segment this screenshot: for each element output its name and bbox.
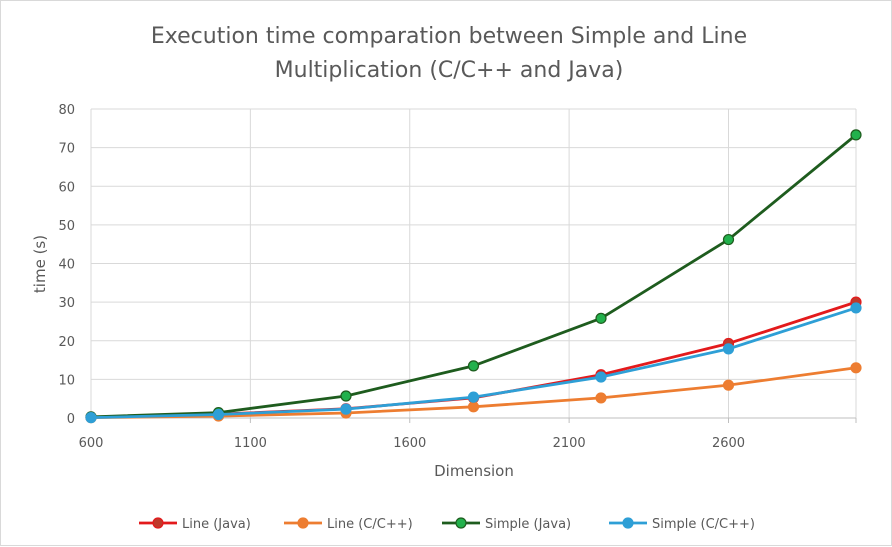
- data-point: [850, 362, 862, 374]
- x-tick-label: 600: [79, 436, 104, 451]
- legend: Line (Java) Line (C/C++) Simple (Java) Simp…: [139, 517, 755, 532]
- series-3: [85, 302, 862, 424]
- data-point: [722, 379, 735, 391]
- data-point: [467, 391, 480, 403]
- legend-label: Line (Java): [182, 517, 251, 532]
- x-tick-label: 2600: [712, 436, 745, 451]
- legend-marker: [622, 517, 634, 529]
- y-tick-label: 0: [67, 412, 75, 427]
- x-tick-label: 2100: [553, 436, 586, 451]
- tick-labels: 0 10 20 30 40 50 60 70 80 600 1100 1600 2100 2600: [58, 103, 745, 451]
- data-point: [722, 233, 735, 246]
- chart-title: Execution time comparation between Simpl…: [151, 24, 747, 83]
- x-tick-label: 1600: [393, 436, 426, 451]
- data-point: [85, 412, 97, 424]
- y-tick-label: 40: [58, 258, 75, 273]
- y-tick-label: 60: [58, 180, 75, 195]
- series-lines: [85, 129, 862, 424]
- chart-title-line-2: Multiplication (C/C++ and Java): [275, 58, 624, 83]
- axes: [90, 417, 857, 423]
- x-tick-label: 1100: [234, 436, 267, 451]
- data-point: [467, 360, 480, 372]
- data-point: [212, 408, 225, 421]
- data-point: [467, 401, 480, 413]
- y-axis-title: time (s): [31, 235, 49, 293]
- series-line: [90, 133, 857, 419]
- data-point: [595, 312, 607, 324]
- y-tick-label: 10: [58, 373, 75, 388]
- y-tick-label: 50: [58, 219, 75, 234]
- legend-item: Simple (C/C++): [609, 517, 755, 532]
- data-point: [340, 403, 352, 415]
- legend-label: Line (C/C++): [327, 517, 413, 532]
- series-2: [85, 129, 862, 423]
- legend-marker: [152, 517, 164, 529]
- data-point: [595, 371, 607, 383]
- data-point: [850, 129, 862, 141]
- y-tick-label: 30: [58, 296, 75, 311]
- y-tick-label: 20: [58, 335, 75, 350]
- gridlines: [90, 108, 857, 419]
- y-tick-label: 80: [58, 103, 75, 118]
- legend-label: Simple (C/C++): [652, 517, 755, 532]
- legend-item: Line (C/C++): [284, 517, 413, 532]
- legend-label: Simple (Java): [485, 517, 571, 532]
- data-point: [340, 390, 352, 402]
- legend-marker: [297, 517, 309, 529]
- chart-title-line-1: Execution time comparation between Simpl…: [151, 24, 747, 49]
- data-point: [850, 302, 862, 314]
- data-point: [722, 343, 735, 355]
- legend-item: Line (Java): [139, 517, 251, 532]
- x-axis-title: Dimension: [434, 462, 514, 480]
- data-point: [595, 392, 607, 404]
- legend-item: Simple (Java): [442, 517, 571, 532]
- y-tick-label: 70: [58, 142, 75, 157]
- legend-marker: [455, 517, 467, 529]
